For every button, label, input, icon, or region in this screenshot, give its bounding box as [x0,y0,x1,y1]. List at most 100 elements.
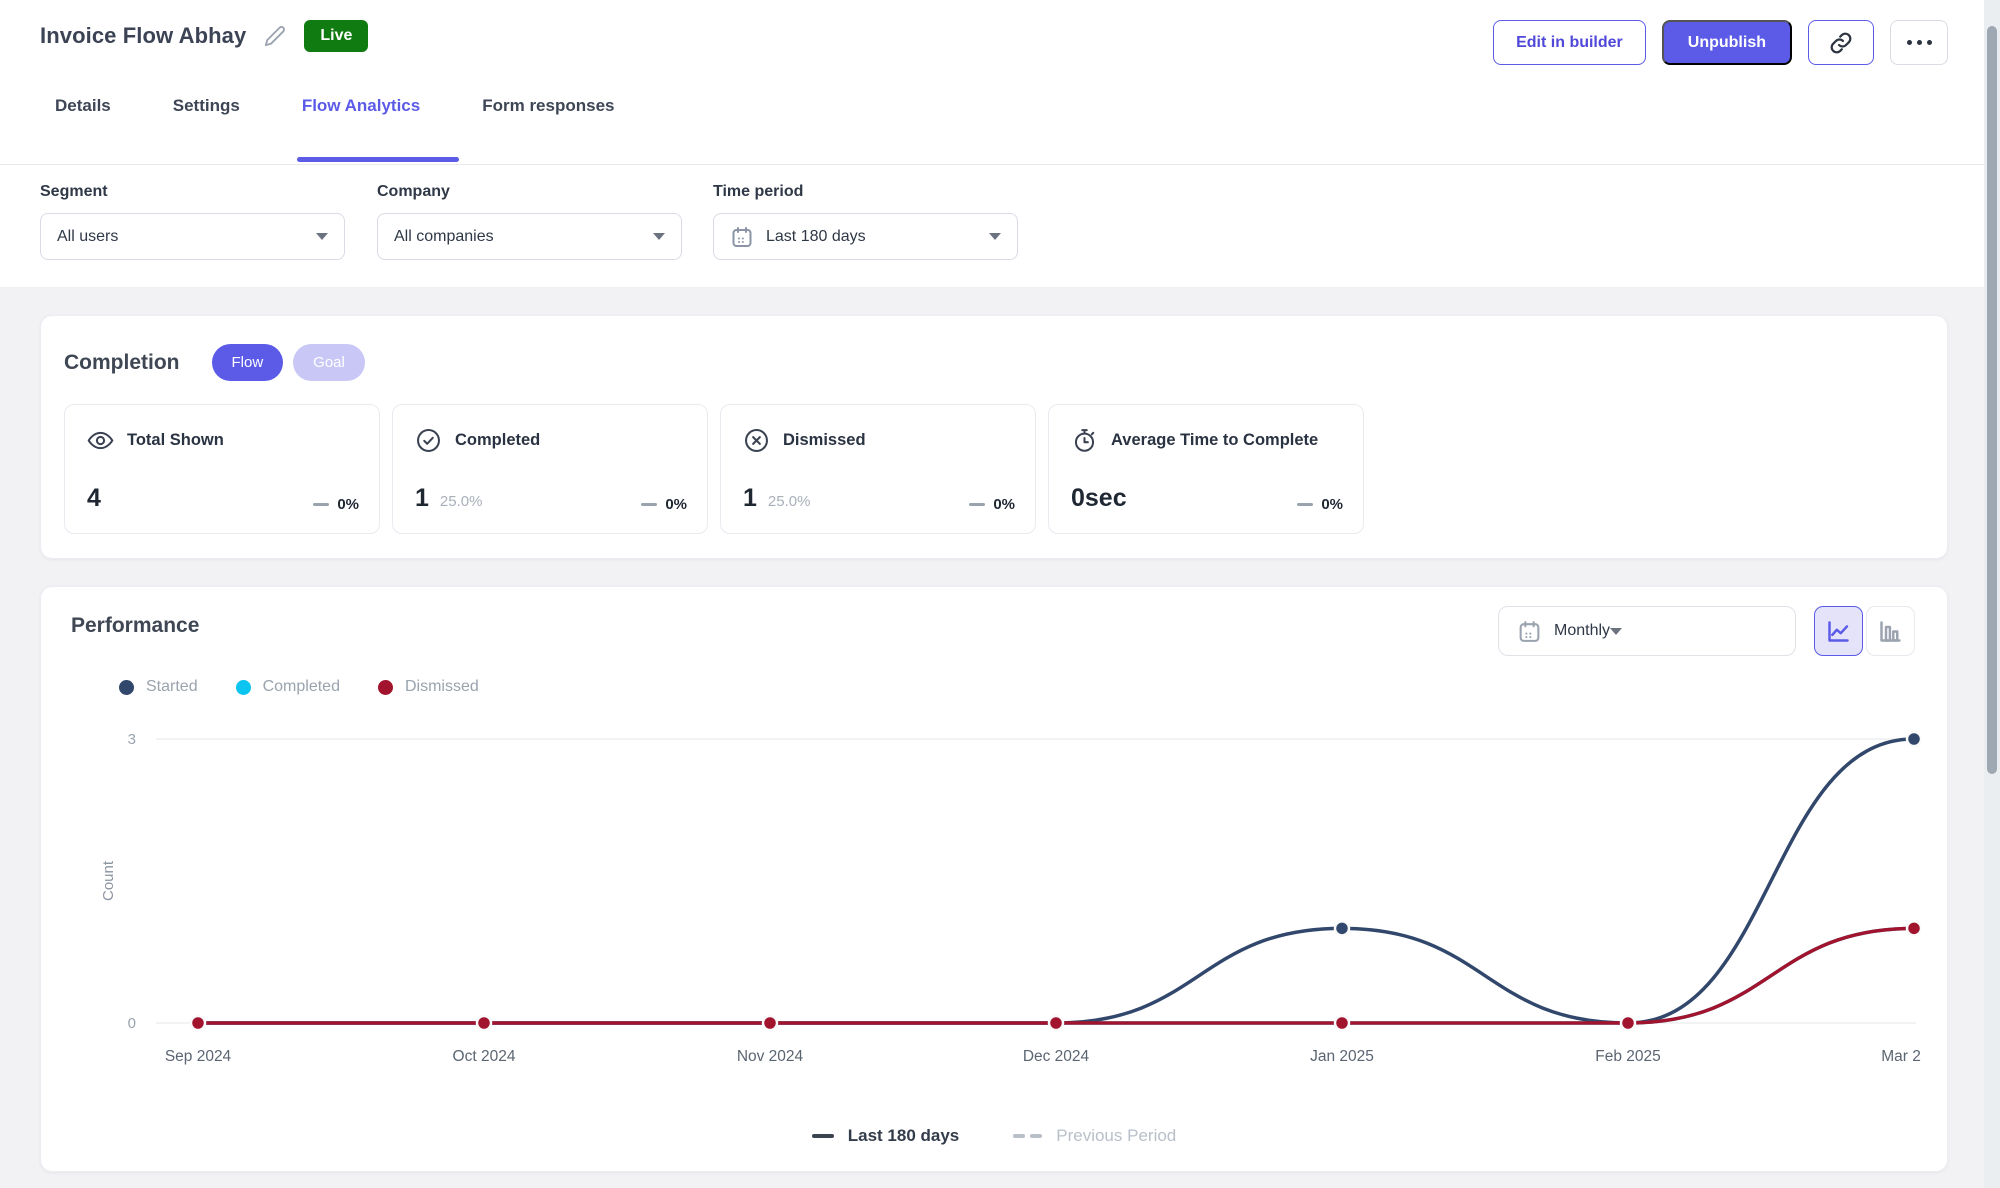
company-label: Company [377,183,682,201]
scrollbar-thumb[interactable] [1987,26,1997,774]
period-legend-previous: Previous Period [1013,1126,1176,1146]
svg-text:Sep 2024: Sep 2024 [165,1048,232,1065]
line-chart-toggle[interactable] [1814,606,1863,656]
svg-text:Count: Count [100,860,117,901]
toggle-goal[interactable]: Goal [293,344,365,381]
eye-icon [87,427,114,454]
segment-select[interactable]: All users [40,213,345,260]
company-filter: Company All companies [377,183,682,260]
svg-text:Mar 2025: Mar 2025 [1881,1048,1921,1065]
performance-section: Performance Monthly [40,586,1948,1172]
completed-dot [236,680,251,695]
stat-value: 4 [87,484,101,513]
interval-select[interactable]: Monthly [1498,606,1796,656]
flow-analytics-page: Invoice Flow Abhay Live Edit in builder … [0,0,2000,1188]
company-select[interactable]: All companies [377,213,682,260]
legend-label: Completed [263,678,340,696]
tab-flow-analytics[interactable]: Flow Analytics [302,96,420,116]
stat-card-total-shown: Total Shown 4 0% [64,404,380,534]
tab-settings[interactable]: Settings [173,96,240,116]
time-period-value: Last 180 days [766,228,989,246]
legend-item-dismissed: Dismissed [378,678,479,696]
stat-card-completed: Completed 1 25.0% 0% [392,404,708,534]
completion-title: Completion [64,351,180,375]
stat-value: 0sec [1071,484,1127,513]
check-circle-icon [415,427,442,454]
bar-chart-toggle[interactable] [1866,606,1915,656]
stat-label: Dismissed [783,431,866,450]
tab-form-responses[interactable]: Form responses [482,96,614,116]
time-period-label: Time period [713,183,1018,201]
minus-icon [313,503,329,506]
line-chart-icon [1825,618,1852,645]
chevron-down-icon [989,233,1001,240]
header-actions: Edit in builder Unpublish [1493,20,1948,65]
svg-text:Dec 2024: Dec 2024 [1023,1048,1090,1065]
legend-item-completed: Completed [236,678,340,696]
flow-goal-toggle: Flow Goal [212,344,365,381]
more-actions-button[interactable] [1890,20,1948,65]
scrollbar-track[interactable] [1984,0,2000,1188]
more-icon [1907,40,1932,45]
titlebar: Invoice Flow Abhay Live [40,20,368,52]
tab-details[interactable]: Details [55,96,111,116]
performance-chart: 03CountSep 2024Oct 2024Nov 2024Dec 2024J… [61,701,1921,1081]
minus-icon [969,503,985,506]
segment-filter: Segment All users [40,183,345,260]
time-period-filter: Time period Last 180 days [713,183,1018,260]
toggle-flow[interactable]: Flow [212,344,284,381]
completion-header: Completion Flow Goal [64,344,365,381]
period-label: Previous Period [1056,1126,1176,1146]
stat-value: 1 [743,484,757,513]
period-legend: Last 180 days Previous Period [41,1126,1947,1146]
stat-sub: 25.0% [768,493,811,510]
edit-in-builder-button[interactable]: Edit in builder [1493,20,1646,65]
series-legend: Started Completed Dismissed [119,678,479,696]
completion-stats: Total Shown 4 0% Completed 1 [64,404,1364,534]
period-legend-current: Last 180 days [812,1126,960,1146]
tab-bar: Details Settings Flow Analytics Form res… [55,96,614,116]
stat-sub: 25.0% [440,493,483,510]
legend-item-started: Started [119,678,198,696]
stat-card-dismissed: Dismissed 1 25.0% 0% [720,404,1036,534]
stat-delta: 0% [665,496,687,513]
status-badge: Live [304,20,368,52]
svg-text:Nov 2024: Nov 2024 [737,1048,804,1065]
performance-title: Performance [71,614,199,638]
stat-label: Total Shown [127,431,224,450]
time-period-select[interactable]: Last 180 days [713,213,1018,260]
minus-icon [1297,503,1313,506]
chart-type-toggle [1814,606,1915,656]
svg-text:Oct 2024: Oct 2024 [453,1048,516,1065]
edit-title-button[interactable] [262,23,288,49]
dismissed-dot [378,680,393,695]
minus-icon [641,503,657,506]
copy-link-button[interactable] [1808,20,1874,65]
legend-label: Dismissed [405,678,479,696]
legend-label: Started [146,678,198,696]
completion-section: Completion Flow Goal Total Shown 4 [40,315,1948,559]
svg-text:Feb 2025: Feb 2025 [1595,1048,1661,1065]
x-circle-icon [743,427,770,454]
stat-label: Completed [455,431,540,450]
segment-label: Segment [40,183,345,201]
stat-label: Average Time to Complete [1111,431,1318,450]
bar-chart-icon [1877,618,1904,645]
stat-card-average-time: Average Time to Complete 0sec 0% [1048,404,1364,534]
link-icon [1829,31,1853,55]
calendar-icon [730,225,754,249]
svg-text:Jan 2025: Jan 2025 [1310,1048,1374,1065]
stat-value: 1 [415,484,429,513]
calendar-icon [1517,619,1542,644]
unpublish-button[interactable]: Unpublish [1662,20,1792,65]
period-label: Last 180 days [848,1126,960,1146]
svg-text:0: 0 [128,1015,136,1032]
started-dot [119,680,134,695]
stat-delta: 0% [337,496,359,513]
stat-delta: 0% [1321,496,1343,513]
stat-delta: 0% [993,496,1015,513]
page-title: Invoice Flow Abhay [40,23,246,49]
chevron-down-icon [316,233,328,240]
performance-controls: Monthly [1498,606,1915,656]
segment-value: All users [57,228,316,246]
